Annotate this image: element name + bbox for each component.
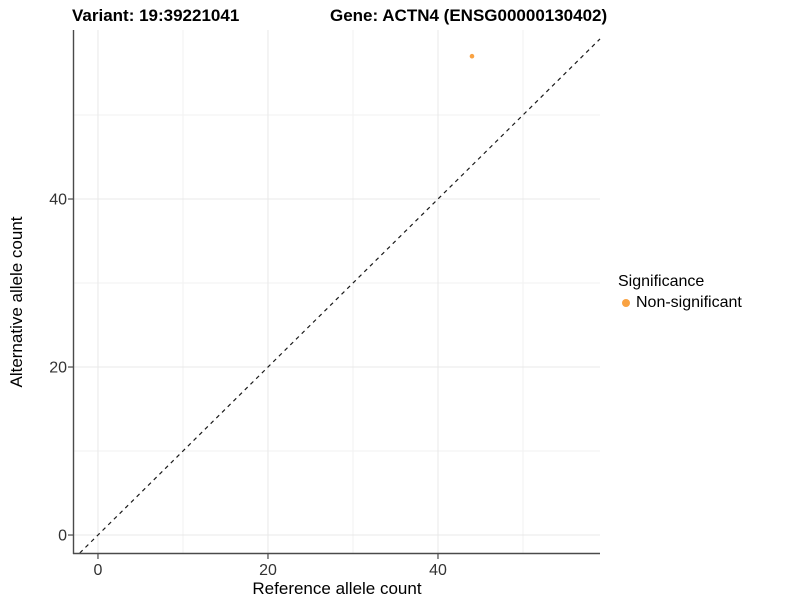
y-tick-label: 40 bbox=[49, 192, 67, 209]
legend-point-icon bbox=[622, 299, 630, 307]
x-tick-label: 0 bbox=[94, 562, 103, 579]
legend-item-label: Non-significant bbox=[636, 294, 742, 311]
data-point bbox=[469, 53, 475, 59]
y-axis-title: Alternative allele count bbox=[7, 216, 26, 388]
x-tick-label: 20 bbox=[259, 562, 277, 579]
identity-line bbox=[79, 38, 601, 554]
legend-title: Significance bbox=[618, 273, 705, 290]
legend: Significance Non-significant bbox=[618, 273, 742, 312]
legend-item: Non-significant bbox=[618, 294, 742, 312]
x-tick-label: 40 bbox=[429, 562, 447, 579]
x-axis-title: Reference allele count bbox=[252, 579, 422, 598]
y-tick-label: 0 bbox=[58, 528, 67, 545]
plot-title-gene: Gene: ACTN4 (ENSG00000130402) bbox=[330, 6, 608, 25]
plot-title-variant: Variant: 19:39221041 bbox=[72, 6, 240, 25]
y-tick-label: 20 bbox=[49, 360, 67, 377]
